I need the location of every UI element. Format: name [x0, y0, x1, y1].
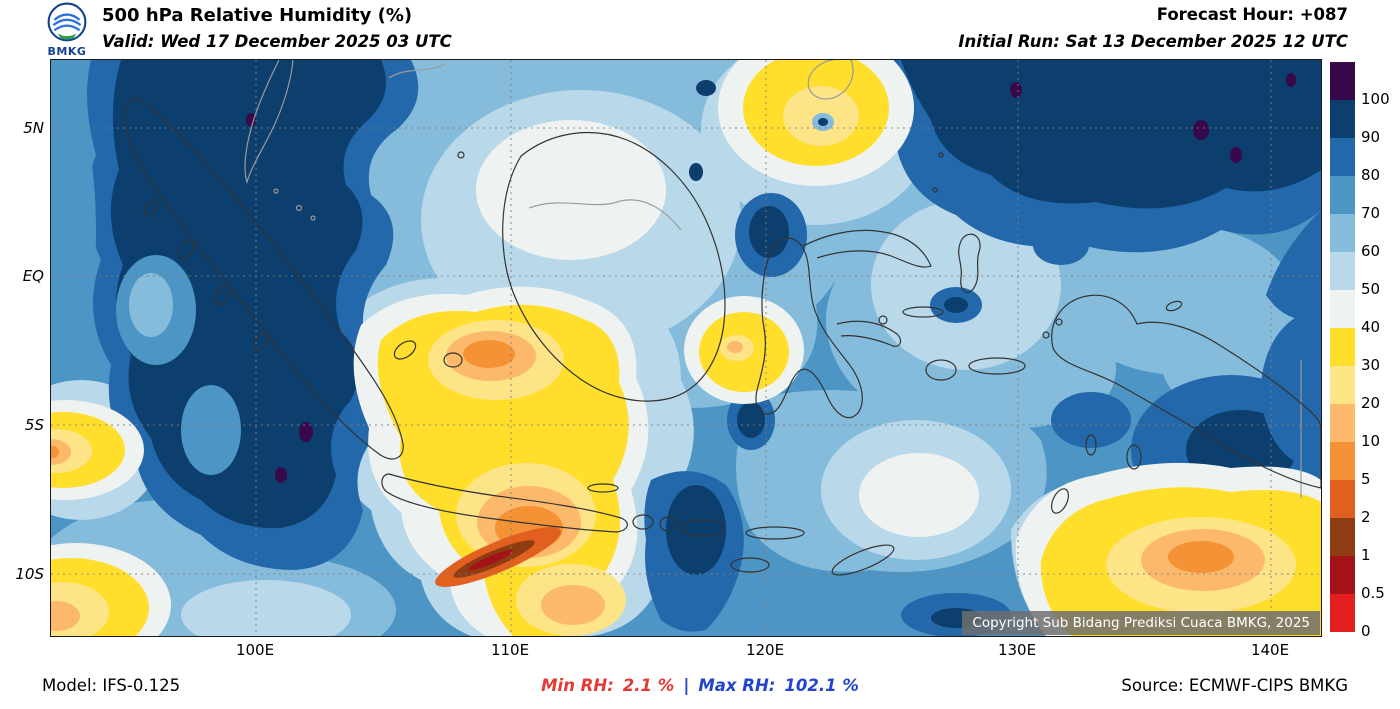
colorbar-segment [1330, 214, 1355, 252]
colorbar-segment [1330, 594, 1355, 632]
colorbar-label: 50 [1361, 280, 1381, 298]
colorbar-label: 100 [1361, 90, 1390, 108]
lon-label-100e: 100E [235, 641, 275, 659]
min-rh-label: Min RH: [541, 676, 614, 695]
colorbar-labels: 100 90 80 70 60 50 40 30 20 10 5 2 1 0.5 0 [1361, 62, 1399, 644]
coastlines-indonesia [124, 98, 1321, 576]
lon-label-110e: 110E [490, 641, 530, 659]
max-rh-value: 102.1 % [784, 676, 859, 695]
lat-label-5s: 5S [24, 416, 44, 434]
bmkg-logo-icon [47, 2, 87, 42]
page-title: 500 hPa Relative Humidity (%) [102, 5, 413, 26]
copyright-overlay: Copyright Sub Bidang Prediksi Cuaca BMKG… [962, 611, 1320, 635]
colorbar-label: 60 [1361, 242, 1381, 260]
gridlines [51, 60, 1321, 636]
coastlines-foreign [244, 60, 1302, 498]
colorbar-label: 5 [1361, 470, 1371, 488]
min-max-rh: Min RH: 2.1 % | Max RH: 102.1 % [541, 676, 859, 695]
humidity-contours [51, 60, 1321, 636]
source-label: Source: ECMWF-CIPS BMKG [1121, 676, 1348, 695]
colorbar-label: 2 [1361, 508, 1371, 526]
forecast-hour: Forecast Hour: +087 [1156, 5, 1348, 24]
colorbar-swatches [1330, 62, 1355, 632]
colorbar-segment [1330, 328, 1355, 366]
lat-label-5n: 5N [23, 119, 44, 137]
map-area: Copyright Sub Bidang Prediksi Cuaca BMKG… [50, 59, 1322, 637]
colorbar-segment [1330, 290, 1355, 328]
lon-label-120e: 120E [745, 641, 785, 659]
colorbar-segment [1330, 366, 1355, 404]
lat-label-eq: EQ [22, 267, 44, 285]
colorbar-label: 0 [1361, 622, 1371, 640]
colorbar-segment [1330, 480, 1355, 518]
colorbar-segment [1330, 176, 1355, 214]
lat-label-10s: 10S [15, 565, 44, 583]
colorbar-label: 30 [1361, 356, 1381, 374]
colorbar-segment [1330, 100, 1355, 138]
model-label: Model: IFS-0.125 [42, 676, 181, 695]
colorbar [1330, 62, 1355, 632]
colorbar-segment [1330, 556, 1355, 594]
bmkg-logo-text: BMKG [47, 45, 87, 58]
minmax-separator: | [683, 676, 690, 695]
rh-contour-map [51, 60, 1321, 636]
colorbar-segment [1330, 442, 1355, 480]
colorbar-segment [1330, 62, 1355, 100]
colorbar-segment [1330, 252, 1355, 290]
valid-time: Valid: Wed 17 December 2025 03 UTC [102, 32, 452, 51]
colorbar-label: 20 [1361, 394, 1381, 412]
colorbar-segment [1330, 518, 1355, 556]
colorbar-label: 40 [1361, 318, 1381, 336]
max-rh-label: Max RH: [698, 676, 776, 695]
colorbar-label: 0.5 [1361, 584, 1385, 602]
lon-label-130e: 130E [997, 641, 1037, 659]
colorbar-label: 80 [1361, 166, 1381, 184]
colorbar-label: 10 [1361, 432, 1381, 450]
colorbar-segment [1330, 404, 1355, 442]
colorbar-label: 1 [1361, 546, 1371, 564]
lon-label-140e: 140E [1250, 641, 1290, 659]
bmkg-logo: BMKG [38, 2, 96, 58]
colorbar-segment [1330, 138, 1355, 176]
colorbar-label: 90 [1361, 128, 1381, 146]
initial-run: Initial Run: Sat 13 December 2025 12 UTC [958, 32, 1348, 51]
min-rh-value: 2.1 % [622, 676, 675, 695]
colorbar-label: 70 [1361, 204, 1381, 222]
